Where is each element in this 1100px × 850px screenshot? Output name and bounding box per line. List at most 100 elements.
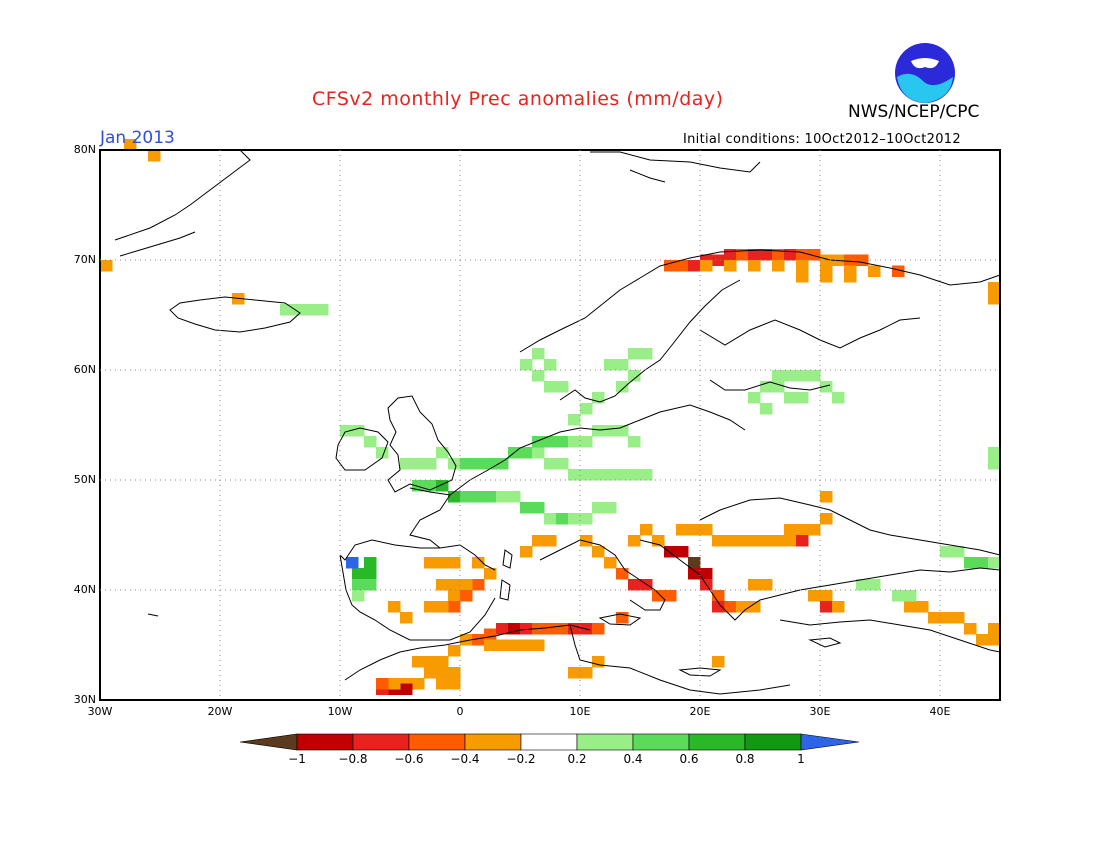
anomaly-cell <box>772 249 785 261</box>
anomaly-cell <box>460 458 473 470</box>
lat-tick-label: 50N <box>73 473 96 486</box>
anomaly-cell <box>820 271 833 283</box>
anomaly-cell <box>928 612 941 624</box>
anomaly-cell <box>820 590 833 602</box>
anomaly-cell <box>616 469 629 481</box>
anomaly-cell <box>544 381 557 393</box>
anomaly-cell <box>844 271 857 283</box>
anomaly-cell <box>484 568 497 580</box>
anomaly-cell <box>688 524 701 536</box>
anomaly-cell <box>616 359 629 371</box>
anomaly-cell <box>460 634 473 646</box>
anomaly-cell <box>400 458 413 470</box>
lon-tick-label: 0 <box>456 705 464 718</box>
anomaly-cell <box>568 667 581 679</box>
anomaly-cell <box>640 524 653 536</box>
colorbar-label: −1 <box>288 752 306 766</box>
anomaly-cell <box>676 524 689 536</box>
colorbar-label: 0.4 <box>623 752 643 766</box>
anomaly-cell <box>412 458 425 470</box>
anomaly-cell <box>724 260 737 272</box>
lon-tick-label: 40E <box>929 705 951 718</box>
anomaly-cell <box>520 359 533 371</box>
anomaly-cell <box>952 546 965 558</box>
anomaly-cell <box>628 348 641 360</box>
colorbar-segment <box>520 733 578 751</box>
anomaly-cell <box>988 447 1001 459</box>
anomaly-cell <box>436 480 449 492</box>
anomaly-cell <box>796 535 809 547</box>
lat-tick-label: 40N <box>73 583 96 596</box>
anomaly-cell <box>688 260 701 272</box>
anomaly-cell <box>556 436 569 448</box>
anomaly-cell <box>592 502 605 514</box>
anomaly-cell <box>628 579 641 591</box>
anomaly-cell <box>748 535 761 547</box>
anomaly-cell <box>592 656 605 668</box>
anomaly-cell <box>544 359 557 371</box>
colorbar-low-arrow <box>239 733 298 751</box>
colorbar-segment <box>632 733 690 751</box>
anomaly-cell <box>916 601 929 613</box>
anomaly-cell <box>532 639 545 651</box>
anomaly-cell <box>676 546 689 558</box>
anomaly-cell <box>388 678 401 690</box>
anomaly-cell <box>640 469 653 481</box>
anomaly-cell <box>448 579 461 591</box>
map-frame <box>99 149 1001 701</box>
anomaly-cell <box>352 590 365 602</box>
coastlines <box>114 149 1001 695</box>
colorbar-label: 0.2 <box>567 752 587 766</box>
anomaly-cell <box>628 535 641 547</box>
anomaly-cell <box>376 447 389 459</box>
noaa-logo <box>895 43 955 103</box>
anomaly-cell <box>340 425 353 437</box>
anomaly-cell <box>628 436 641 448</box>
anomaly-cell <box>736 535 749 547</box>
anomaly-cell <box>436 678 449 690</box>
anomaly-cell <box>868 579 881 591</box>
anomaly-cell <box>532 447 545 459</box>
colorbar-label: −0.8 <box>338 752 368 766</box>
anomaly-cell <box>676 260 689 272</box>
anomaly-cell <box>580 403 593 415</box>
anomaly-cell <box>520 623 533 635</box>
anomaly-cell <box>436 667 449 679</box>
anomaly-cell <box>424 667 437 679</box>
colorbar-segment <box>688 733 746 751</box>
graticule <box>100 150 1000 700</box>
lon-tick-label: 10E <box>569 705 591 718</box>
anomaly-cell <box>436 579 449 591</box>
anomaly-cell <box>772 370 785 382</box>
anomaly-cell <box>976 557 989 569</box>
colorbar-segment <box>464 733 522 751</box>
anomaly-cell <box>280 304 293 316</box>
colorbar <box>239 733 860 751</box>
colorbar-high-arrow <box>800 733 860 751</box>
anomaly-cell <box>448 667 461 679</box>
anomaly-cell <box>352 579 365 591</box>
anomaly-cell <box>760 403 773 415</box>
anomaly-cell <box>472 634 485 646</box>
anomaly-cell <box>364 579 377 591</box>
anomaly-cell <box>856 579 869 591</box>
anomaly-cell <box>940 546 953 558</box>
anomaly-cell <box>148 150 161 162</box>
anomaly-cell <box>496 458 509 470</box>
anomaly-cell <box>484 458 497 470</box>
anomaly-cell <box>736 601 749 613</box>
anomaly-cell <box>760 579 773 591</box>
anomaly-cell <box>556 513 569 525</box>
anomaly-cell <box>412 678 425 690</box>
anomaly-cell <box>520 639 533 651</box>
anomaly-cell <box>964 623 977 635</box>
anomaly-cell <box>532 348 545 360</box>
anomaly-cell <box>592 425 605 437</box>
anomaly-cell <box>472 458 485 470</box>
anomaly-cell <box>436 601 449 613</box>
anomaly-cell <box>424 656 437 668</box>
anomaly-cell <box>460 491 473 503</box>
anomaly-cell <box>448 491 461 503</box>
lon-tick-label: 20E <box>689 705 711 718</box>
anomaly-cell <box>484 628 497 640</box>
